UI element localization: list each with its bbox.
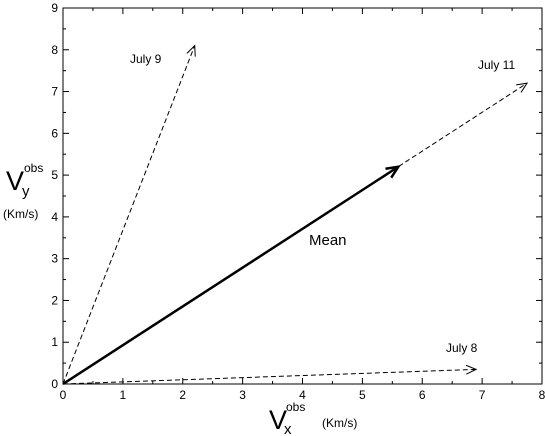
x-tick-label: 1 (120, 388, 127, 402)
y-axis-subscript: y (22, 183, 30, 200)
y-axis-superscript: obs (24, 161, 43, 175)
vector-line (62, 45, 196, 385)
x-axis-symbol: V (269, 405, 287, 435)
x-axis-label: V x obs (Km/s) (269, 400, 357, 436)
y-tick-label: 6 (51, 126, 58, 140)
vector-label: July 9 (130, 52, 162, 66)
y-tick-label: 5 (51, 168, 58, 182)
y-tick-label: 4 (51, 210, 58, 224)
vector-label: July 11 (478, 58, 515, 72)
arrowhead (186, 44, 196, 57)
y-axis-unit: (Km/s) (3, 207, 38, 221)
x-tick-label: 7 (479, 388, 486, 402)
y-tick-label: 2 (51, 293, 58, 307)
arrowhead (385, 165, 401, 179)
x-tick-label: 0 (60, 388, 67, 402)
vectors (62, 44, 529, 386)
y-tick-label: 9 (51, 1, 58, 15)
vector-mean (62, 165, 401, 386)
y-axis-symbol: V (6, 166, 24, 196)
x-axis-superscript: obs (286, 400, 305, 414)
x-tick-label: 6 (419, 388, 426, 402)
x-axis-unit: (Km/s) (322, 416, 357, 430)
x-tick-label: 4 (299, 388, 306, 402)
y-tick-label: 8 (51, 43, 58, 57)
vector-label: July 8 (446, 341, 478, 355)
vector-line (62, 165, 399, 386)
y-tick-label: 0 (51, 377, 58, 391)
y-axis-label: V y obs (Km/s) (3, 161, 43, 221)
vector-line (62, 368, 477, 385)
y-tick-label: 7 (51, 85, 58, 99)
x-axis: 0 1 2 3 4 5 6 7 8 (60, 8, 545, 402)
vector-july-8 (62, 364, 478, 385)
arrowhead (516, 82, 529, 93)
x-axis-subscript: x (284, 421, 292, 436)
x-tick-label: 3 (239, 388, 246, 402)
y-axis: 0 1 2 3 4 5 6 7 8 9 (51, 1, 542, 391)
vector-july-9 (62, 44, 196, 385)
arrowhead (465, 364, 478, 375)
x-tick-label: 5 (359, 388, 366, 402)
y-tick-label: 3 (51, 252, 58, 266)
x-tick-label: 2 (179, 388, 186, 402)
y-tick-label: 1 (51, 335, 58, 349)
vector-label: Mean (309, 232, 347, 249)
vector-labels: July 9 July 11 July 8 Mean (130, 52, 515, 355)
x-tick-label: 8 (539, 388, 545, 402)
